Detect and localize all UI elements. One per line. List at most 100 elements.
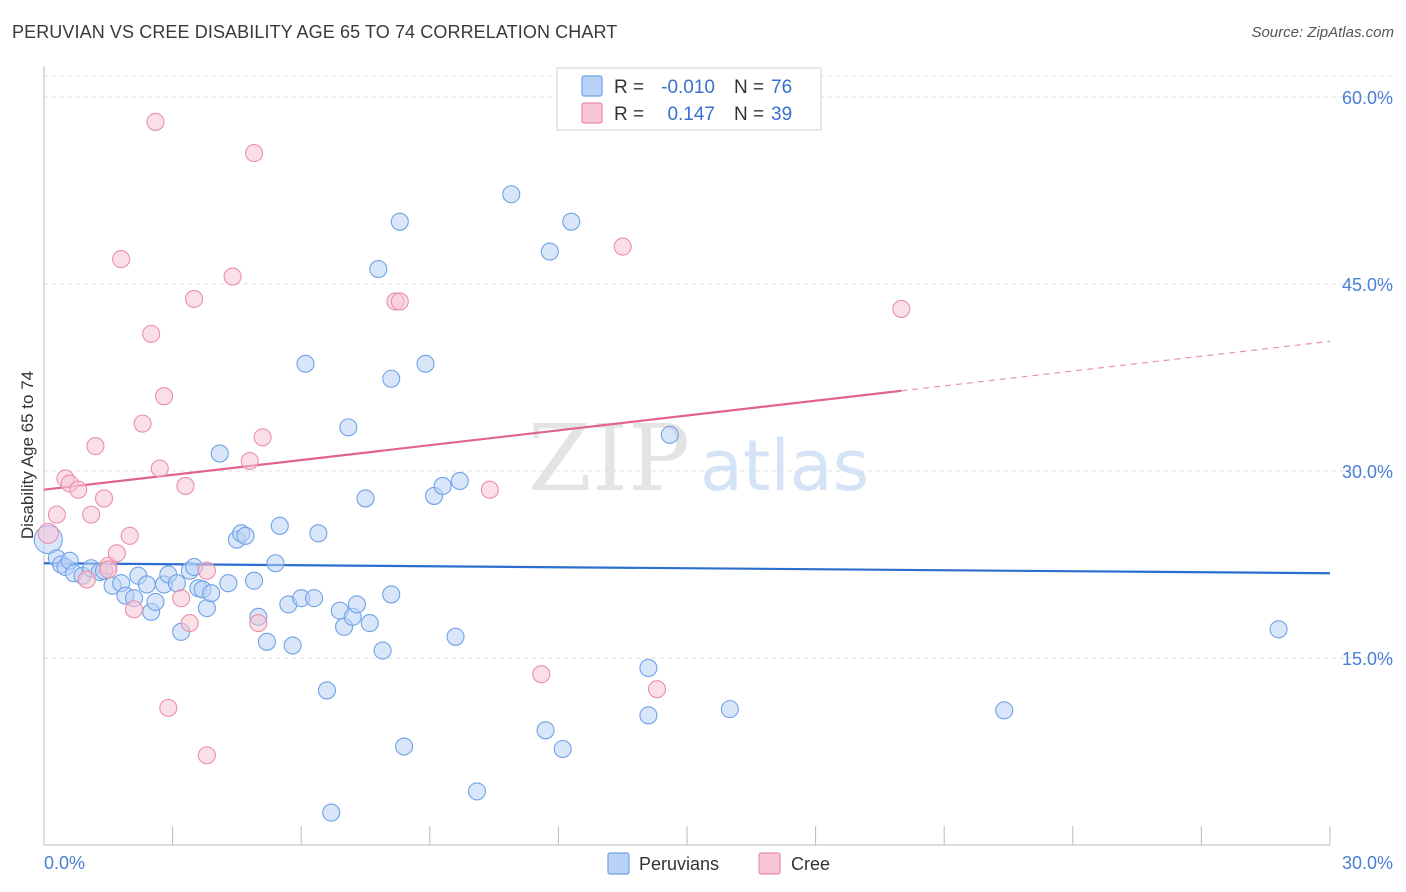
- point-peruvians: [382, 585, 401, 604]
- point-cree: [124, 600, 144, 619]
- point-cree: [240, 451, 259, 471]
- legend-swatch-peruvians: [581, 75, 603, 97]
- legend-n-value-cree: 39: [771, 104, 792, 125]
- point-cree: [180, 614, 199, 633]
- point-peruvians: [562, 212, 581, 231]
- y-tick-label: 30.0%: [1342, 462, 1393, 482]
- point-cree: [120, 526, 139, 545]
- point-cree: [184, 289, 204, 309]
- point-peruvians: [137, 575, 156, 594]
- legend-n-label-peruvians: N =: [734, 77, 764, 98]
- point-cree: [112, 250, 131, 269]
- point-peruvians: [433, 476, 452, 496]
- point-cree: [390, 292, 409, 311]
- point-cree: [99, 560, 118, 579]
- point-peruvians: [395, 737, 414, 756]
- point-peruvians: [167, 574, 186, 593]
- point-peruvians: [317, 681, 336, 700]
- bottom-legend-swatch-peruvians: [607, 852, 630, 875]
- point-peruvians: [219, 574, 238, 593]
- grid: [44, 75, 1392, 659]
- legend-r-value-peruvians: -0.010: [661, 77, 715, 98]
- point-cree: [77, 570, 96, 589]
- point-peruvians: [553, 739, 572, 759]
- point-cree: [37, 522, 59, 544]
- point-peruvians: [347, 595, 366, 614]
- source-label: Source: ZipAtlas.com: [1251, 24, 1394, 41]
- bottom-legend: Peruvians Cree: [607, 852, 830, 875]
- point-cree: [69, 480, 88, 499]
- x-tick-label-max: 30.0%: [1342, 853, 1393, 873]
- point-peruvians: [1269, 620, 1288, 639]
- tick-labels: 15.0% 30.0% 45.0% 60.0% 0.0% 30.0%: [44, 88, 1393, 873]
- point-peruvians: [639, 706, 658, 725]
- point-peruvians: [305, 589, 324, 608]
- point-peruvians: [244, 571, 264, 590]
- point-peruvians: [450, 471, 469, 491]
- data-points: [33, 112, 1288, 822]
- point-peruvians: [446, 627, 465, 646]
- y-tick-label: 60.0%: [1342, 88, 1393, 108]
- legend-n-label-cree: N =: [734, 104, 764, 125]
- point-cree: [154, 387, 174, 406]
- point-cree: [82, 505, 101, 524]
- point-peruvians: [382, 369, 401, 388]
- point-peruvians: [720, 700, 739, 719]
- point-peruvians: [197, 599, 216, 618]
- point-peruvians: [540, 242, 559, 261]
- legend-r-value-cree: 0.147: [667, 104, 715, 125]
- point-peruvians: [283, 636, 302, 655]
- point-peruvians: [416, 354, 435, 373]
- point-cree: [197, 561, 216, 580]
- point-cree: [480, 480, 499, 499]
- bottom-legend-label-cree: Cree: [791, 854, 830, 874]
- point-cree: [647, 680, 667, 699]
- point-peruvians: [660, 425, 679, 444]
- legend-swatch-cree: [581, 102, 603, 124]
- point-cree: [613, 237, 632, 256]
- trend-lines: [43, 340, 1331, 575]
- trend-line-cree: [43, 389, 902, 491]
- point-peruvians: [309, 524, 328, 543]
- top-legend: R = -0.010 N = 76 R = 0.147 N = 39: [556, 67, 822, 131]
- point-cree: [159, 698, 178, 717]
- point-cree: [150, 459, 169, 478]
- point-peruvians: [502, 185, 521, 204]
- trend-line-peruvians: [43, 562, 1331, 575]
- chart-title: PERUVIAN VS CREE DISABILITY AGE 65 TO 74…: [12, 22, 618, 42]
- point-cree: [146, 112, 165, 131]
- point-peruvians: [339, 418, 358, 437]
- point-cree: [244, 144, 264, 163]
- point-peruvians: [202, 584, 221, 603]
- point-cree: [253, 428, 272, 447]
- point-peruvians: [390, 212, 409, 231]
- point-peruvians: [146, 592, 165, 611]
- point-peruvians: [296, 354, 315, 373]
- point-peruvians: [257, 632, 276, 651]
- watermark-atlas: atlas: [700, 425, 869, 507]
- y-tick-label: 15.0%: [1342, 649, 1393, 669]
- point-cree: [249, 614, 268, 633]
- point-peruvians: [995, 701, 1014, 720]
- legend-r-label-peruvians: R =: [614, 77, 644, 98]
- watermark-zip: ZIP: [528, 405, 690, 512]
- point-cree: [532, 665, 551, 684]
- point-peruvians: [210, 444, 229, 463]
- point-cree: [172, 589, 191, 608]
- trend-line-extension-cree: [901, 340, 1331, 392]
- point-peruvians: [536, 721, 555, 740]
- point-peruvians: [266, 554, 285, 573]
- y-tick-label: 45.0%: [1342, 275, 1393, 295]
- point-cree: [892, 299, 911, 318]
- point-cree: [86, 437, 105, 456]
- point-peruvians: [236, 526, 255, 545]
- point-peruvians: [356, 489, 375, 508]
- point-cree: [223, 267, 242, 286]
- point-cree: [107, 544, 126, 563]
- x-tick-label-min: 0.0%: [44, 853, 85, 873]
- legend-n-value-peruvians: 76: [771, 77, 792, 98]
- point-peruvians: [373, 641, 392, 660]
- point-cree: [94, 489, 114, 508]
- legend-r-label-cree: R =: [614, 104, 644, 125]
